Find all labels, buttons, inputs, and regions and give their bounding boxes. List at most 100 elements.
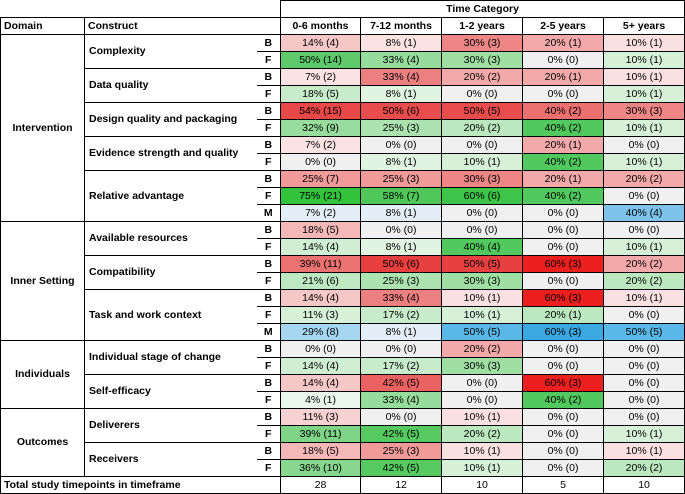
construct-cell: Compatibility — [84, 255, 257, 290]
value-cell: 40% (2) — [522, 102, 605, 120]
value-cell: 20% (2) — [603, 272, 685, 290]
value-cell: 60% (6) — [441, 187, 524, 205]
value-cell: 50% (6) — [360, 255, 443, 273]
value-cell: 0% (0) — [522, 204, 605, 222]
value-cell: 20% (1) — [522, 170, 605, 188]
construct-cell: Design quality and packaging — [84, 102, 257, 137]
value-cell: 50% (14) — [280, 51, 362, 69]
table-row: F 75% (21) 58% (7) 60% (6) 40% (2) 0% (0) — [1, 187, 685, 205]
value-cell: 18% (5) — [280, 442, 362, 460]
value-cell: 33% (4) — [360, 391, 443, 409]
value-cell: 11% (3) — [280, 408, 362, 426]
value-cell: 50% (6) — [360, 102, 443, 120]
value-cell: 0% (0) — [603, 136, 685, 154]
value-cell: 0% (0) — [603, 408, 685, 426]
domain-cell: Outcomes — [0, 408, 85, 477]
row-code: F — [256, 119, 282, 137]
value-cell: 25% (3) — [360, 170, 443, 188]
value-cell: 20% (2) — [603, 170, 685, 188]
value-cell: 0% (0) — [603, 340, 685, 358]
value-cell: 17% (2) — [360, 357, 443, 375]
total-value: 10 — [441, 476, 524, 494]
value-cell: 58% (7) — [360, 187, 443, 205]
domain-header: Domain — [0, 17, 85, 35]
value-cell: 0% (0) — [360, 136, 443, 154]
value-cell: 0% (0) — [441, 204, 524, 222]
header-blank — [0, 0, 282, 18]
value-cell: 33% (4) — [360, 289, 443, 307]
row-code: F — [256, 306, 282, 324]
value-cell: 20% (2) — [441, 119, 524, 137]
value-cell: 10% (1) — [603, 34, 685, 52]
row-code: B — [256, 374, 282, 392]
value-cell: 0% (0) — [603, 374, 685, 392]
table-row: F 11% (3) 17% (2) 10% (1) 20% (1) 0% (0) — [1, 306, 685, 324]
value-cell: 30% (3) — [441, 34, 524, 52]
row-code: B — [256, 68, 282, 86]
value-cell: 18% (5) — [280, 85, 362, 103]
table-row: F 0% (0) 8% (1) 10% (1) 40% (2) 10% (1) — [1, 153, 685, 171]
header-row-top: Time Category — [0, 0, 685, 18]
value-cell: 20% (1) — [522, 68, 605, 86]
table-row: Evidence strength and quality B 7% (2) 0% (… — [1, 136, 685, 171]
table-row: F 18% (5) 8% (1) 0% (0) 0% (0) 10% (1) — [1, 85, 685, 103]
value-cell: 40% (4) — [441, 238, 524, 256]
value-cell: 60% (3) — [522, 323, 605, 341]
table-row: F 14% (4) 17% (2) 30% (3) 0% (0) 0% (0) — [1, 357, 685, 375]
table-row: Inner Setting Available resources B 18% (5)… — [0, 221, 685, 341]
row-code: B — [256, 442, 282, 460]
value-cell: 10% (1) — [603, 289, 685, 307]
construct-cell: Complexity — [84, 34, 257, 69]
table-row: Design quality and packaging B 54% (15) 50%… — [1, 102, 685, 137]
table-row: Data quality B 7% (2) 33% (4) 20% (2) 20% (1)… — [1, 68, 685, 103]
table-row: Task and work context B 14% (4) 33% (4) 10% … — [1, 289, 685, 341]
value-cell: 10% (1) — [603, 425, 685, 443]
domain-cell: Inner Setting — [0, 221, 85, 341]
value-cell: 10% (1) — [441, 442, 524, 460]
row-code: F — [256, 153, 282, 171]
table-row: Individuals Individual stage of change B 0%… — [0, 340, 685, 409]
row-code: F — [256, 425, 282, 443]
value-cell: 33% (4) — [360, 68, 443, 86]
value-cell: 21% (6) — [280, 272, 362, 290]
value-cell: 10% (1) — [603, 442, 685, 460]
value-cell: 14% (4) — [280, 34, 362, 52]
value-cell: 60% (3) — [522, 255, 605, 273]
value-cell: 0% (0) — [522, 238, 605, 256]
value-cell: 0% (0) — [522, 459, 605, 477]
value-cell: 8% (1) — [360, 238, 443, 256]
table-row: Relative advantage B 25% (7) 25% (3) 30% (3)… — [1, 170, 685, 222]
value-cell: 25% (3) — [360, 272, 443, 290]
value-cell: 14% (4) — [280, 238, 362, 256]
value-cell: 0% (0) — [603, 187, 685, 205]
total-value: 28 — [280, 476, 362, 494]
value-cell: 10% (1) — [441, 306, 524, 324]
row-code: F — [256, 238, 282, 256]
value-cell: 4% (1) — [280, 391, 362, 409]
table-row: F 32% (9) 25% (3) 20% (2) 40% (2) 10% (1) — [1, 119, 685, 137]
row-code: B — [256, 340, 282, 358]
row-code: M — [256, 204, 282, 222]
row-code: F — [256, 51, 282, 69]
value-cell: 0% (0) — [522, 221, 605, 239]
value-cell: 14% (4) — [280, 357, 362, 375]
value-cell: 20% (1) — [522, 306, 605, 324]
table-row: Outcomes Deliverers B 11% (3) 0% (0) 10% (1) 0… — [0, 408, 685, 477]
value-cell: 20% (1) — [522, 136, 605, 154]
row-code: F — [256, 272, 282, 290]
value-cell: 0% (0) — [522, 408, 605, 426]
value-cell: 20% (2) — [441, 68, 524, 86]
header-row-columns: Domain Construct 0-6 months 7-12 months … — [0, 17, 685, 35]
value-cell: 10% (1) — [603, 51, 685, 69]
value-cell: 0% (0) — [603, 391, 685, 409]
value-cell: 10% (1) — [441, 153, 524, 171]
value-cell: 20% (2) — [603, 459, 685, 477]
value-cell: 50% (5) — [441, 323, 524, 341]
row-code: B — [256, 221, 282, 239]
value-cell: 60% (3) — [522, 289, 605, 307]
row-code: B — [256, 34, 282, 52]
row-code: B — [256, 170, 282, 188]
value-cell: 0% (0) — [603, 357, 685, 375]
value-cell: 8% (1) — [360, 204, 443, 222]
